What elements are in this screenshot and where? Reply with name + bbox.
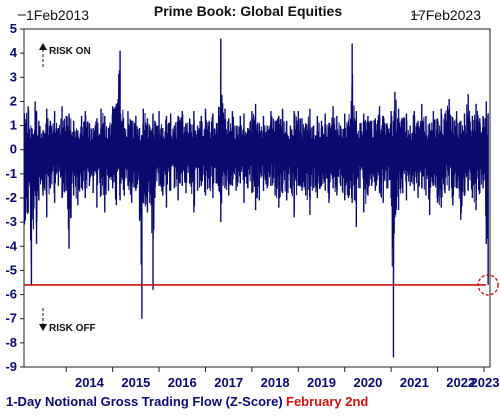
x-tick-label: 2015 bbox=[121, 375, 150, 390]
x-tick-label: 2016 bbox=[168, 375, 197, 390]
threshold-layer bbox=[24, 274, 499, 296]
x-tick-label: 2017 bbox=[214, 375, 243, 390]
y-tick-label: -6 bbox=[5, 287, 17, 302]
end-date-label: 17Feb2023 bbox=[410, 7, 481, 23]
y-tick-label: 1 bbox=[10, 118, 17, 133]
latest-point-highlight-circle bbox=[477, 274, 499, 296]
y-tick-label: 5 bbox=[10, 21, 17, 36]
risk-on-label: RISK ON bbox=[49, 46, 91, 57]
start-date-label: 1Feb2013 bbox=[26, 7, 89, 23]
series-legend-label: 1-Day Notional Gross Trading Flow (Z-Sco… bbox=[6, 394, 283, 409]
x-tick-label: 2021 bbox=[400, 375, 429, 390]
x-tick-label: 2018 bbox=[261, 375, 290, 390]
y-tick-label: -1 bbox=[5, 166, 17, 181]
x-tick-label: 2022 bbox=[446, 375, 475, 390]
threshold-legend-label: February 2nd bbox=[286, 394, 368, 409]
chart-title: Prime Book: Global Equities bbox=[154, 3, 342, 19]
x-tick-label: 2019 bbox=[307, 375, 336, 390]
risk-on-annotation: RISK ON bbox=[39, 43, 91, 67]
y-tick-label: 2 bbox=[10, 93, 17, 108]
y-tick-label: -7 bbox=[5, 311, 17, 326]
y-tick-label: -8 bbox=[5, 335, 17, 350]
x-tick-label: 2014 bbox=[75, 375, 105, 390]
y-tick-label: 3 bbox=[10, 69, 17, 84]
y-axis: 5 4 3 2 1 0 -1 -2 -3 -4 -5 -6 -7 -8 -9 bbox=[5, 21, 24, 374]
y-tick-label: -2 bbox=[5, 190, 17, 205]
y-tick-label: -4 bbox=[5, 238, 17, 253]
y-tick-label: 0 bbox=[10, 142, 17, 157]
y-tick-label: -9 bbox=[5, 359, 17, 374]
x-tick-label: 2023 bbox=[471, 375, 500, 390]
y-tick-label: -3 bbox=[5, 214, 17, 229]
up-arrow-icon bbox=[39, 43, 47, 50]
risk-off-label: RISK OFF bbox=[49, 323, 96, 334]
risk-off-annotation: RISK OFF bbox=[39, 308, 96, 334]
y-tick-label: -5 bbox=[5, 262, 17, 277]
y-tick-label: 4 bbox=[10, 45, 18, 60]
series-layer bbox=[23, 38, 489, 358]
x-tick-label: 2020 bbox=[353, 375, 382, 390]
down-arrow-icon bbox=[39, 324, 47, 331]
